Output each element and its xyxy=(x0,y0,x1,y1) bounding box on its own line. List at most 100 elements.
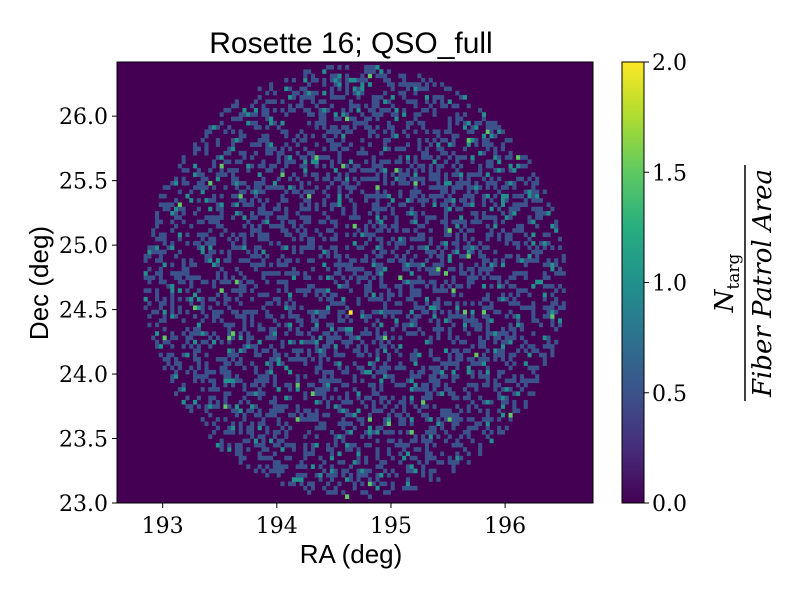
heatmap-cell xyxy=(405,120,410,126)
heatmap-cell xyxy=(443,301,449,306)
heatmap-cell xyxy=(333,73,338,79)
heatmap-cell xyxy=(284,232,289,238)
heatmap-cell xyxy=(261,258,266,263)
heatmap-cell xyxy=(257,86,262,92)
heatmap-cell xyxy=(295,378,300,384)
heatmap-cell xyxy=(367,430,372,435)
heatmap-cell xyxy=(489,133,494,139)
heatmap-cell xyxy=(485,425,490,431)
heatmap-cell xyxy=(185,326,190,332)
heatmap-cell xyxy=(345,232,350,238)
heatmap-cell xyxy=(508,284,513,289)
heatmap-cell xyxy=(409,318,414,323)
heatmap-cell xyxy=(329,369,334,375)
heatmap-cell xyxy=(352,460,357,465)
heatmap-cell xyxy=(329,206,334,212)
heatmap-cell xyxy=(481,339,487,345)
heatmap-cell xyxy=(261,447,266,452)
heatmap-cell xyxy=(341,352,346,358)
heatmap-cell xyxy=(356,275,361,281)
heatmap-cell xyxy=(189,344,194,349)
heatmap-cell xyxy=(170,309,175,315)
heatmap-cell xyxy=(288,412,293,418)
heatmap-cell xyxy=(516,193,521,199)
heatmap-cell xyxy=(253,99,258,104)
heatmap-cell xyxy=(352,335,357,341)
heatmap-cell xyxy=(390,236,395,242)
heatmap-cell xyxy=(337,335,342,341)
heatmap-cell xyxy=(436,155,441,160)
heatmap-cell xyxy=(504,339,509,345)
heatmap-cell xyxy=(219,112,224,117)
heatmap-cell xyxy=(303,90,308,96)
heatmap-cell xyxy=(364,404,369,409)
heatmap-cell xyxy=(371,155,376,160)
heatmap-cell xyxy=(310,133,315,139)
heatmap-cell xyxy=(215,215,220,220)
heatmap-cell xyxy=(413,180,418,186)
heatmap-cell xyxy=(345,223,350,229)
heatmap-cell xyxy=(375,112,380,117)
heatmap-cell xyxy=(383,417,388,422)
heatmap-cell xyxy=(436,253,441,259)
heatmap-cell xyxy=(504,236,509,242)
heatmap-cell xyxy=(405,485,410,491)
heatmap-cell xyxy=(204,142,209,147)
heatmap-cell xyxy=(512,404,517,409)
heatmap-cell xyxy=(337,318,342,323)
heatmap-cell xyxy=(413,253,418,259)
heatmap-cell xyxy=(189,262,194,268)
heatmap-cell xyxy=(440,95,445,100)
heatmap-cell xyxy=(398,73,403,79)
heatmap-cell xyxy=(356,468,361,474)
heatmap-cell xyxy=(367,288,372,293)
heatmap-cell xyxy=(265,185,270,190)
heatmap-cell xyxy=(212,241,217,246)
heatmap-cell xyxy=(436,163,441,169)
heatmap-cell xyxy=(371,232,376,238)
heatmap-cell xyxy=(428,271,433,276)
heatmap-cell xyxy=(512,168,517,173)
heatmap-cell xyxy=(459,284,464,289)
heatmap-cell xyxy=(177,279,182,285)
heatmap-cell xyxy=(322,348,327,354)
heatmap-cell xyxy=(409,236,414,242)
heatmap-cell xyxy=(379,236,384,242)
heatmap-cell xyxy=(379,382,384,388)
heatmap-cell xyxy=(269,86,274,92)
heatmap-cell xyxy=(284,288,289,293)
heatmap-cell xyxy=(398,193,403,199)
heatmap-cell xyxy=(314,159,319,165)
heatmap-cell xyxy=(269,361,274,366)
y-tick-label: 25.5 xyxy=(59,170,108,195)
heatmap-cell xyxy=(329,103,334,109)
heatmap-cell xyxy=(310,481,315,487)
heatmap-cell xyxy=(440,309,445,315)
heatmap-cell xyxy=(261,189,266,195)
heatmap-cell xyxy=(470,249,475,255)
heatmap-cell xyxy=(177,296,182,302)
heatmap-cell xyxy=(299,460,304,465)
heatmap-cell xyxy=(523,399,528,405)
heatmap-cell xyxy=(322,112,327,117)
heatmap-cell xyxy=(383,90,388,96)
heatmap-cell xyxy=(341,262,346,268)
heatmap-cell xyxy=(303,168,308,173)
heatmap-cell xyxy=(299,193,304,199)
heatmap-cell xyxy=(196,180,201,186)
heatmap-cell xyxy=(155,236,160,242)
heatmap-cell xyxy=(390,206,395,212)
heatmap-cell xyxy=(314,369,319,375)
heatmap-cell xyxy=(421,309,426,315)
heatmap-cell xyxy=(451,172,456,177)
heatmap-cell xyxy=(504,185,509,190)
heatmap-cell xyxy=(333,116,338,122)
heatmap-cell xyxy=(250,322,255,328)
heatmap-cell xyxy=(447,206,452,212)
heatmap-cell xyxy=(158,352,163,358)
heatmap-cell xyxy=(253,193,258,199)
heatmap-cell xyxy=(542,232,547,238)
heatmap-cell xyxy=(295,404,300,409)
heatmap-cell xyxy=(314,292,319,298)
heatmap-cell xyxy=(519,163,525,169)
